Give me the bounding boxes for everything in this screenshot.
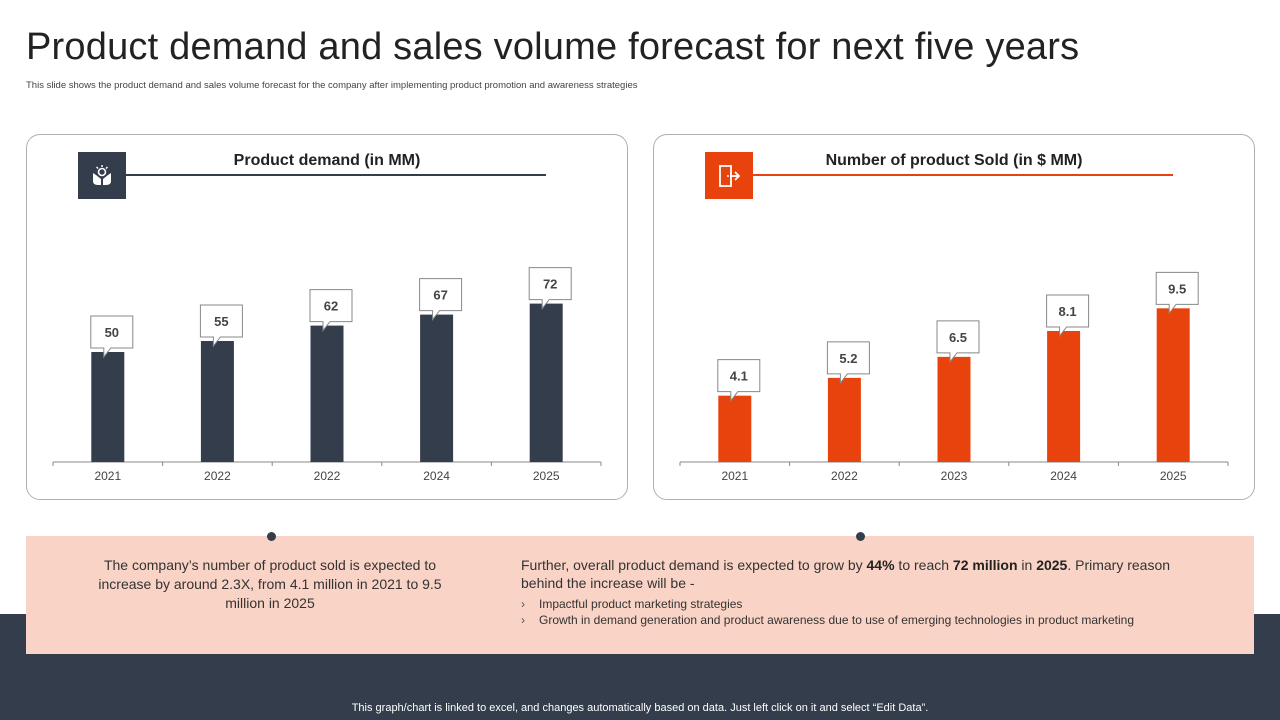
bar [827, 377, 861, 462]
data-label-callout [419, 278, 463, 322]
reason-list: › Impactful product marketing strategies… [521, 596, 1221, 628]
list-item-text: Impactful product marketing strategies [539, 597, 743, 611]
panel-title-underline [126, 174, 546, 176]
data-label: 72 [543, 277, 557, 292]
panel-title-underline [753, 174, 1173, 176]
summary-left-text: The company’s number of product sold is … [98, 557, 442, 611]
product-demand-panel: Product demand (in MM) 50 2021 55 2022 62 202… [26, 134, 628, 500]
data-label-callout [717, 359, 761, 403]
data-label: 50 [105, 325, 119, 340]
x-tick-label: 2023 [941, 469, 968, 483]
product-sold-panel: Number of product Sold (in $ MM) 4.1 2021… [653, 134, 1255, 500]
data-label: 5.2 [839, 351, 857, 366]
chevron-right-icon: › [521, 597, 525, 611]
exit-door-icon [705, 152, 753, 199]
x-tick-label: 2024 [1050, 469, 1077, 483]
bar [1156, 308, 1190, 462]
data-label: 67 [433, 288, 447, 303]
slide-subtitle: This slide shows the product demand and … [26, 80, 638, 91]
bar [200, 341, 234, 462]
slide-title: Product demand and sales volume forecast… [26, 26, 1080, 68]
x-tick-label: 2022 [204, 469, 231, 483]
x-tick-label: 2021 [94, 469, 121, 483]
bar [420, 314, 454, 462]
data-label: 62 [324, 299, 338, 314]
data-label-callout [528, 267, 572, 311]
data-label-callout [826, 341, 870, 385]
bar [529, 303, 563, 462]
data-label: 55 [214, 314, 228, 329]
data-label-callout [199, 304, 243, 348]
data-label-callout [309, 289, 353, 333]
connector-dot-right [856, 532, 865, 541]
x-tick-label: 2022 [314, 469, 341, 483]
summary-box [26, 536, 1254, 654]
data-label-callout [1046, 294, 1090, 338]
bar [937, 356, 971, 462]
x-tick-label: 2025 [1160, 469, 1187, 483]
bar [91, 352, 125, 462]
product-sold-chart: 4.1 2021 5.2 2022 6.5 2023 8.1 2024 9.5 2025 [679, 271, 1229, 483]
x-tick-label: 2021 [721, 469, 748, 483]
chevron-right-icon: › [521, 613, 525, 627]
product-demand-chart: 50 2021 55 2022 62 2022 67 2024 72 2025 [52, 267, 602, 483]
x-tick-label: 2025 [533, 469, 560, 483]
x-tick-label: 2024 [423, 469, 450, 483]
connector-dot-left [267, 532, 276, 541]
list-item: › Growth in demand generation and produc… [521, 612, 1221, 628]
footer-note: This graph/chart is linked to excel, and… [351, 702, 929, 714]
summary-right-text: Further, overall product demand is expec… [521, 557, 1171, 591]
data-label-callout [936, 320, 980, 364]
list-item-text: Growth in demand generation and product … [539, 613, 1135, 627]
data-label-callout [1155, 271, 1199, 315]
hands-icon [78, 152, 126, 199]
bar [718, 395, 752, 462]
data-label: 6.5 [949, 330, 967, 345]
data-label-callout [90, 315, 134, 359]
chart-title: Product demand (in MM) [233, 152, 421, 169]
list-item: › Impactful product marketing strategies [521, 596, 1221, 612]
bar [310, 325, 344, 462]
x-tick-label: 2022 [831, 469, 858, 483]
data-label: 4.1 [730, 369, 748, 384]
data-label: 8.1 [1059, 304, 1077, 319]
data-label: 9.5 [1168, 281, 1186, 296]
chart-title: Number of product Sold (in $ MM) [825, 152, 1083, 169]
bar [1047, 330, 1081, 462]
